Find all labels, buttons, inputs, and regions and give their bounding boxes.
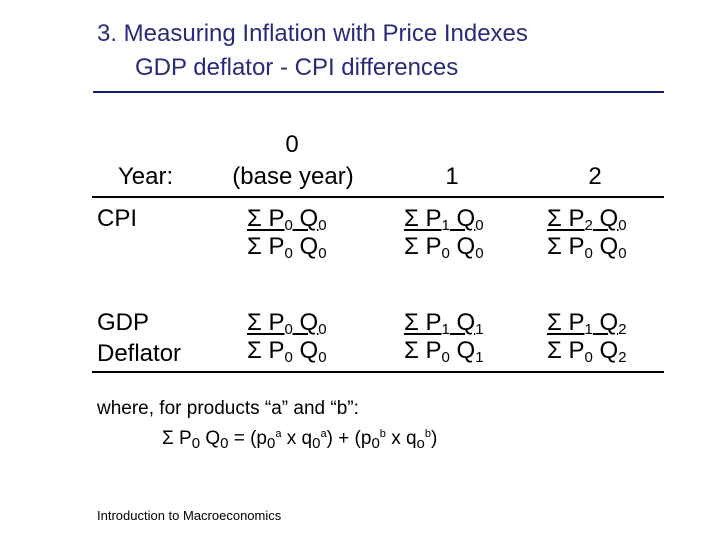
cpi-year0-fraction: Σ P0 Q0 Σ P0 Q0 (247, 205, 327, 261)
col0-year-number: 0 (285, 131, 299, 158)
note-formula: Σ P0 Q0 = (p0a x q0a) + (p0b x qob) (162, 428, 438, 452)
fraction-numerator: Σ P0 Q0 (247, 309, 327, 338)
row-label-gdp: GDP (97, 309, 150, 336)
slide-title-line2: GDP deflator - CPI differences (135, 54, 459, 81)
fraction-denominator: Σ P0 Q1 (404, 337, 484, 366)
fraction-numerator: Σ P2 Q0 (547, 205, 627, 234)
fraction-denominator: Σ P0 Q0 (247, 233, 327, 262)
col0-base-year-label: (base year) (232, 163, 354, 190)
fraction-numerator: Σ P1 Q2 (547, 309, 627, 338)
note-intro: where, for products “a” and “b”: (97, 398, 359, 419)
gdp-year2-fraction: Σ P1 Q2 Σ P0 Q2 (547, 309, 627, 365)
year-label: Year: (118, 163, 174, 190)
row-label-deflator: Deflator (97, 340, 182, 367)
title-divider (93, 91, 664, 93)
gdp-year0-fraction: Σ P0 Q0 Σ P0 Q0 (247, 309, 327, 365)
fraction-numerator: Σ P1 Q1 (404, 309, 484, 338)
fraction-denominator: Σ P0 Q0 (547, 233, 627, 262)
gdp-year1-fraction: Σ P1 Q1 Σ P0 Q1 (404, 309, 484, 365)
col2-year-number: 2 (588, 163, 602, 190)
fraction-denominator: Σ P0 Q0 (404, 233, 484, 262)
cpi-year1-fraction: Σ P1 Q0 Σ P0 Q0 (404, 205, 484, 261)
table-bottom-divider (92, 371, 664, 373)
slide-title-line1: 3. Measuring Inflation with Price Indexe… (97, 20, 528, 47)
header-divider (92, 196, 664, 198)
fraction-denominator: Σ P0 Q0 (247, 337, 327, 366)
cpi-year2-fraction: Σ P2 Q0 Σ P0 Q0 (547, 205, 627, 261)
fraction-numerator: Σ P0 Q0 (247, 205, 327, 234)
fraction-numerator: Σ P1 Q0 (404, 205, 484, 234)
col1-year-number: 1 (445, 163, 459, 190)
slide-footer: Introduction to Macroeconomics (97, 508, 282, 523)
fraction-denominator: Σ P0 Q2 (547, 337, 627, 366)
row-label-cpi: CPI (97, 205, 138, 232)
